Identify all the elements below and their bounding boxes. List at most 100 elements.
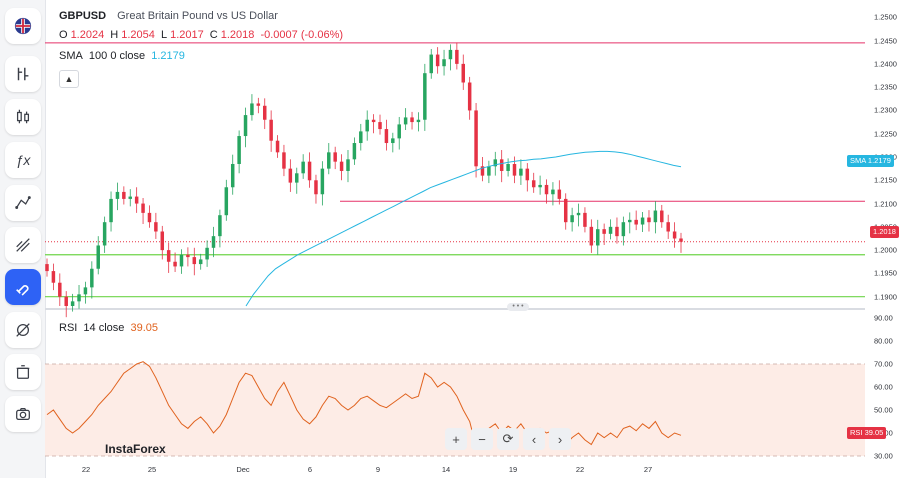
candle-body bbox=[563, 198, 568, 223]
scroll-back-button[interactable]: ‹ bbox=[523, 428, 545, 450]
candle-body bbox=[122, 191, 126, 199]
price-tick-label: 1.2500 bbox=[874, 12, 897, 22]
time-tick-label: 9 bbox=[375, 465, 381, 474]
open-label: O bbox=[59, 29, 68, 41]
candle-body bbox=[51, 271, 56, 283]
rsi-tick-label: 50.00 bbox=[874, 405, 893, 415]
zoom-out-button[interactable]: − bbox=[471, 428, 493, 450]
rsi-legend[interactable]: RSI 14 close 39.05 bbox=[59, 322, 161, 334]
time-tick-label: 6 bbox=[307, 465, 313, 474]
hide-drawings-button[interactable] bbox=[5, 312, 41, 348]
scroll-forward-button[interactable]: › bbox=[549, 428, 571, 450]
candle-body bbox=[166, 250, 171, 262]
candle-body bbox=[371, 119, 376, 123]
candle-body bbox=[423, 73, 427, 120]
candle-body bbox=[314, 180, 318, 195]
remove-all-button[interactable] bbox=[5, 354, 41, 390]
current-price-tag: 1.2018 bbox=[870, 226, 899, 238]
sma-legend[interactable]: SMA 100 0 close 1.2179 bbox=[59, 50, 188, 62]
candle-body bbox=[557, 189, 562, 199]
trend-tools-button[interactable] bbox=[5, 227, 41, 263]
candle-body bbox=[359, 131, 363, 144]
price-tick-label: 1.2000 bbox=[874, 245, 897, 255]
candle-body bbox=[576, 212, 581, 216]
price-tick-label: 1.1900 bbox=[874, 292, 897, 302]
sma-price-tag: SMA 1.2179 bbox=[847, 155, 894, 167]
candle-body bbox=[339, 161, 344, 171]
candle-body bbox=[499, 159, 504, 171]
candle-body bbox=[455, 49, 459, 64]
chevron-up-icon: ▲ bbox=[64, 74, 74, 84]
candle-body bbox=[487, 166, 491, 176]
candle-body bbox=[237, 136, 241, 164]
candle-body bbox=[608, 226, 613, 234]
candle-body bbox=[596, 229, 600, 246]
high-value: 1.2054 bbox=[121, 29, 155, 41]
candle-body bbox=[58, 282, 62, 297]
candle-body bbox=[461, 63, 466, 83]
sma-name: SMA bbox=[59, 50, 83, 62]
close-value: 1.2018 bbox=[220, 29, 255, 41]
candle-body bbox=[448, 49, 453, 60]
rsi-line bbox=[46, 361, 682, 448]
uk-flag-icon bbox=[14, 17, 32, 35]
rsi-tick-label: 60.00 bbox=[874, 382, 893, 392]
candle-body bbox=[672, 231, 677, 239]
drawing-tools-icon bbox=[15, 196, 31, 209]
price-chart[interactable] bbox=[45, 0, 865, 478]
candle-body bbox=[141, 203, 145, 213]
ohlc-values: O 1.2024 H 1.2054 L 1.2017 C 1.2018 -0.0007 … bbox=[59, 29, 346, 41]
time-tick-label: 25 bbox=[147, 465, 157, 474]
symbol-flag-icon[interactable] bbox=[5, 8, 41, 44]
screenshot-button[interactable] bbox=[5, 396, 41, 432]
magnet-button[interactable] bbox=[5, 269, 41, 305]
price-tick-label: 1.2100 bbox=[874, 199, 897, 209]
price-tick-label: 1.2350 bbox=[874, 82, 897, 92]
collapse-legend-button[interactable]: ▲ bbox=[59, 70, 79, 88]
magnet-icon bbox=[16, 285, 29, 296]
candle-body bbox=[295, 173, 299, 183]
open-value: 1.2024 bbox=[70, 29, 105, 41]
candle-body bbox=[378, 122, 382, 130]
time-tick-label: 19 bbox=[508, 465, 518, 474]
candle-body bbox=[634, 219, 638, 225]
candle-body bbox=[147, 212, 152, 223]
candle-body bbox=[179, 254, 184, 267]
candle-body bbox=[583, 212, 587, 227]
price-axis[interactable]: 1.25001.24501.24001.23501.23001.22501.22… bbox=[865, 0, 900, 478]
zoom-in-button[interactable]: + bbox=[445, 428, 467, 450]
rsi-name: RSI bbox=[59, 322, 78, 334]
reset-zoom-button[interactable]: ⟳ bbox=[497, 428, 519, 450]
candle-body bbox=[109, 198, 113, 223]
drawing-tools-button[interactable] bbox=[5, 185, 41, 221]
candle-body bbox=[660, 210, 664, 223]
candles-button[interactable] bbox=[5, 99, 41, 135]
price-tick-label: 1.2400 bbox=[874, 59, 897, 69]
symbol-description: Great Britain Pound vs US Dollar bbox=[117, 10, 278, 22]
candle-body bbox=[640, 217, 645, 225]
high-label: H bbox=[110, 29, 119, 41]
candle-body bbox=[307, 161, 312, 181]
price-tick-label: 1.2250 bbox=[874, 129, 897, 139]
candle-body bbox=[211, 236, 216, 248]
candle-body bbox=[243, 115, 248, 137]
left-toolbar: ƒx bbox=[0, 0, 46, 478]
candle-body bbox=[102, 222, 107, 246]
chart-type-button[interactable] bbox=[5, 56, 41, 92]
candle-body bbox=[256, 103, 261, 106]
candle-body bbox=[397, 124, 401, 139]
zoom-toolbar: + − ⟳ ‹ › bbox=[445, 428, 589, 452]
chart-area[interactable]: GBPUSD Great Britain Pound vs US Dollar … bbox=[45, 0, 865, 478]
indicators-button[interactable]: ƒx bbox=[5, 142, 41, 178]
rsi-value-tag: RSI 39.05 bbox=[847, 427, 887, 439]
pane-resize-handle[interactable]: • • • bbox=[507, 303, 529, 311]
candles-icon bbox=[16, 109, 30, 124]
price-change: -0.0007 (-0.06%) bbox=[260, 29, 344, 41]
symbol-name[interactable]: GBPUSD bbox=[59, 10, 107, 22]
candle-body bbox=[602, 229, 606, 234]
time-tick-label: 22 bbox=[81, 465, 91, 474]
candle-body bbox=[531, 180, 536, 188]
price-tick-label: 1.2150 bbox=[874, 175, 897, 185]
candle-body bbox=[77, 294, 81, 302]
candle-body bbox=[250, 103, 254, 116]
